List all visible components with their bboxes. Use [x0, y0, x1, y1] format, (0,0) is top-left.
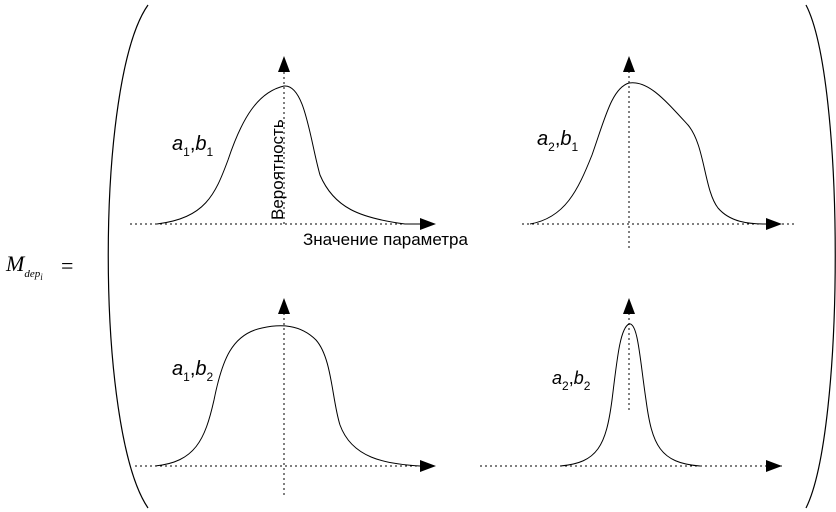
cell-3-label: a1,b2 — [172, 358, 214, 384]
cell-2-label: a2,b1 — [537, 128, 579, 154]
equals-sign: = — [61, 253, 74, 278]
cell-1-curve — [156, 85, 420, 225]
cell-3-curve — [154, 325, 421, 467]
cell-1-y-arrow — [278, 56, 290, 72]
left-bracket — [107, 4, 149, 509]
matrix-label-base: M — [6, 251, 25, 276]
cell-2-graph — [522, 56, 795, 248]
cell-2-y-arrow — [623, 56, 635, 72]
matrix-label-subscript: depi — [24, 268, 43, 282]
x-axis-label: Значение параметра — [303, 230, 468, 249]
cell-2-curve — [529, 82, 767, 225]
cell-4-x-arrow — [766, 460, 782, 472]
cell-3-graph — [135, 298, 436, 495]
cell-4-graph — [480, 298, 785, 472]
cell-1-label: a1,b1 — [172, 133, 214, 159]
cell-4-y-arrow — [623, 298, 635, 314]
cell-1-x-arrow — [420, 218, 436, 230]
cell-4-label: a2,b2 — [552, 368, 591, 393]
cell-1-graph — [130, 56, 436, 230]
y-axis-label: Вероятность — [268, 119, 287, 220]
cell-4-curve — [559, 323, 701, 467]
matrix-label: Mdepi — [6, 251, 43, 282]
cell-2-x-arrow — [766, 218, 782, 230]
cell-3-x-arrow — [420, 460, 436, 472]
right-bracket — [805, 4, 836, 509]
cell-3-y-arrow — [278, 298, 290, 314]
